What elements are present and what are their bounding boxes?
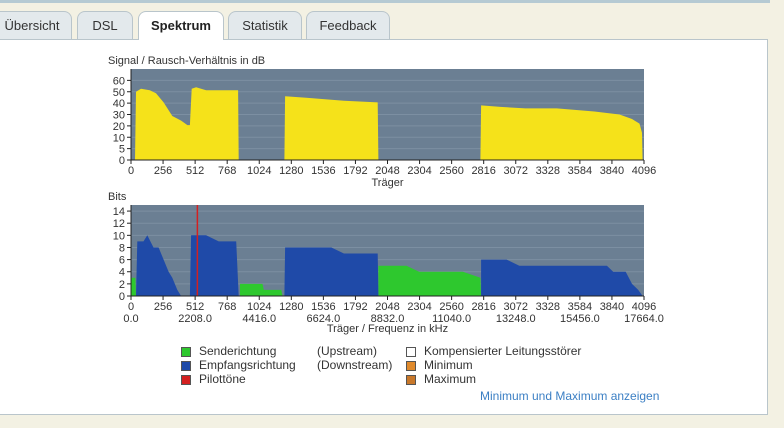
y-tick-label: 12 — [113, 218, 125, 230]
x-tick-label: 768 — [218, 301, 236, 313]
y-tick-label: 2 — [119, 279, 125, 291]
legend-upstream-label: Senderichtung — [199, 344, 277, 358]
y-tick-label: 5 — [119, 144, 125, 156]
legend-swatch-downstream — [181, 361, 191, 371]
y-tick-label: 10 — [113, 132, 125, 144]
y-tick-label: 8 — [119, 242, 125, 254]
legend-minimum-label: Minimum — [424, 358, 473, 372]
series-area-0 — [131, 265, 482, 296]
y-tick-label: 20 — [113, 121, 125, 133]
x-tick-label: 4096 — [632, 301, 656, 313]
legend-pilot-label: Pilottöne — [199, 372, 246, 386]
y-tick-label: 40 — [113, 98, 125, 110]
y-tick-label: 60 — [113, 75, 125, 87]
legend-downstream-label: Empfangsrichtung — [199, 358, 296, 372]
legend-swatch-pilot — [181, 375, 191, 385]
scrollbar-area — [770, 0, 784, 428]
freq-tick-label: 4416.0 — [242, 313, 276, 325]
x-tick-label: 512 — [186, 165, 204, 177]
freq-tick-label: 0.0 — [123, 313, 138, 325]
y-tick-label: 14 — [113, 206, 125, 218]
x-tick-label: 768 — [218, 165, 236, 177]
x-tick-label: 2560 — [439, 301, 463, 313]
x-tick-label: 0 — [128, 165, 134, 177]
y-tick-label: 30 — [113, 110, 125, 122]
y-tick-label: 10 — [113, 230, 125, 242]
freq-tick-label: 15456.0 — [560, 313, 600, 325]
x-tick-label: 3328 — [536, 165, 560, 177]
x-tick-label: 2304 — [407, 165, 431, 177]
x-tick-label: 1792 — [343, 165, 367, 177]
x-tick-label: 2048 — [375, 301, 399, 313]
tab-dsl[interactable]: DSL — [77, 11, 133, 39]
legend-swatch-maximum — [406, 375, 416, 385]
x-tick-label: 256 — [154, 165, 172, 177]
legend-swatch-compensated — [406, 347, 416, 357]
x-axis-label: Träger / Frequenz in kHz — [327, 323, 448, 335]
x-tick-label: 3072 — [504, 165, 528, 177]
legend-downstream-dir: (Downstream) — [317, 358, 393, 372]
x-tick-label: 2816 — [471, 165, 495, 177]
tab-uebersicht[interactable]: Übersicht — [0, 11, 72, 39]
chart-title: Signal / Rausch-Verhältnis in dB — [108, 55, 265, 67]
x-tick-label: 1280 — [279, 301, 303, 313]
x-tick-label: 1024 — [247, 165, 271, 177]
series-area-0 — [135, 87, 643, 160]
chart-title: Bits — [108, 191, 127, 203]
legend-swatch-upstream — [181, 347, 191, 357]
x-tick-label: 3840 — [600, 165, 624, 177]
x-tick-label: 1024 — [247, 301, 271, 313]
top-border — [0, 0, 784, 3]
x-tick-label: 2304 — [407, 301, 431, 313]
y-tick-label: 50 — [113, 87, 125, 99]
y-tick-label: 0 — [119, 155, 125, 167]
series-area-1 — [136, 235, 643, 296]
freq-tick-label: 17664.0 — [624, 313, 664, 325]
x-tick-label: 4096 — [632, 165, 656, 177]
x-tick-label: 256 — [154, 301, 172, 313]
x-tick-label: 3840 — [600, 301, 624, 313]
x-tick-label: 1280 — [279, 165, 303, 177]
x-tick-label: 3072 — [504, 301, 528, 313]
x-tick-label: 3328 — [536, 301, 560, 313]
x-tick-label: 512 — [186, 301, 204, 313]
show-min-max-link[interactable]: Minimum und Maximum anzeigen — [480, 389, 660, 403]
freq-tick-label: 2208.0 — [178, 313, 212, 325]
legend-upstream-dir: (Upstream) — [317, 344, 378, 358]
x-tick-label: 1792 — [343, 301, 367, 313]
y-tick-label: 6 — [119, 255, 125, 267]
y-tick-label: 0 — [119, 291, 125, 303]
x-tick-label: 3584 — [568, 301, 592, 313]
x-tick-label: 0 — [128, 301, 134, 313]
tab-spektrum[interactable]: Spektrum — [138, 11, 224, 40]
x-tick-label: 2048 — [375, 165, 399, 177]
x-tick-label: 3584 — [568, 165, 592, 177]
x-tick-label: 1536 — [311, 301, 335, 313]
legend-compensated-label: Kompensierter Leitungsstörer — [424, 344, 582, 358]
tab-statistik[interactable]: Statistik — [228, 11, 302, 39]
freq-tick-label: 6624.0 — [307, 313, 341, 325]
legend-maximum-label: Maximum — [424, 372, 477, 386]
tab-feedback[interactable]: Feedback — [306, 11, 390, 39]
x-tick-label: 2560 — [439, 165, 463, 177]
x-tick-label: 2816 — [471, 301, 495, 313]
x-axis-label: Träger — [372, 177, 404, 189]
x-tick-label: 1536 — [311, 165, 335, 177]
freq-tick-label: 8832.0 — [371, 313, 405, 325]
y-tick-label: 4 — [119, 267, 125, 279]
legend-swatch-minimum — [406, 361, 416, 371]
freq-tick-label: 11040.0 — [432, 313, 471, 325]
freq-tick-label: 13248.0 — [496, 313, 536, 325]
